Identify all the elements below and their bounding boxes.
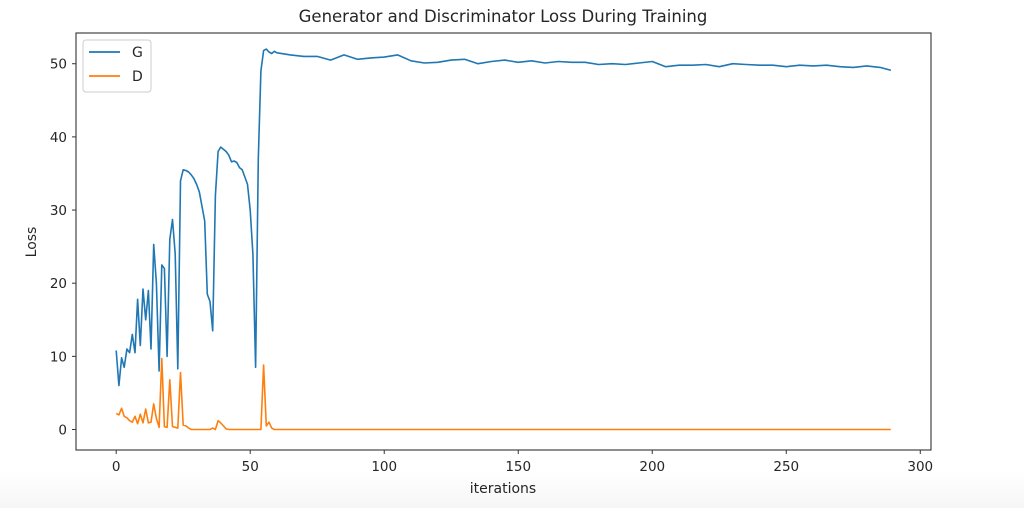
x-tick-label: 0 (112, 459, 121, 475)
x-tick-label: 100 (371, 459, 397, 475)
y-tick-label: 0 (58, 423, 67, 439)
series-layer (115, 48, 892, 431)
legend-label-g: G (132, 45, 143, 61)
x-tick-label: 150 (505, 459, 531, 475)
y-axis-ticks: 0 10 20 30 40 50 (50, 57, 76, 439)
legend-item-g: G (89, 45, 143, 61)
legend-label-d: D (132, 69, 143, 85)
y-tick-label: 30 (50, 203, 67, 219)
plot-frame (75, 32, 932, 451)
legend-item-d: D (89, 69, 143, 85)
x-axis-ticks: 0 50 100 150 200 250 300 (112, 450, 933, 475)
x-tick-label: 300 (907, 459, 933, 475)
g-loss-line (115, 48, 892, 387)
legend: G D (82, 39, 152, 93)
d-loss-line (115, 357, 891, 431)
y-tick-label: 10 (50, 349, 67, 365)
y-axis-label: Loss (24, 227, 40, 258)
x-axis-label: iterations (470, 481, 536, 497)
plot-area (76, 33, 931, 450)
chart-title: Generator and Discriminator Loss During … (299, 7, 708, 26)
x-tick-label: 50 (242, 459, 259, 475)
y-tick-label: 50 (50, 57, 67, 73)
x-tick-label: 200 (639, 459, 665, 475)
y-tick-label: 40 (50, 130, 67, 146)
legend-box (82, 39, 152, 93)
x-tick-label: 250 (773, 459, 799, 475)
y-tick-label: 20 (50, 276, 67, 292)
